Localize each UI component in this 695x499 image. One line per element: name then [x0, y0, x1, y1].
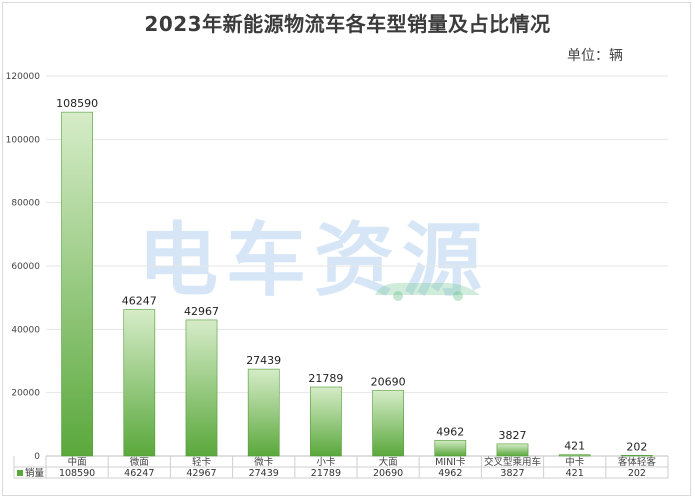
table-value-cell: 42967 — [186, 468, 216, 479]
bar — [496, 443, 529, 457]
table-value-cell: 21789 — [311, 468, 341, 479]
data-label: 27439 — [246, 354, 281, 367]
y-tick-label: 100000 — [6, 135, 41, 145]
data-label: 421 — [564, 440, 585, 453]
bar — [434, 439, 467, 457]
bars — [61, 111, 653, 457]
table-value-cell: 3827 — [500, 468, 524, 479]
data-labels: 108590 46247 42967 27439 21789 20690 4962 3827 4… — [56, 97, 647, 453]
bar — [61, 111, 93, 457]
data-label: 20690 — [371, 375, 406, 388]
category-label: 微面 — [130, 456, 149, 468]
table-value-cell: 46247 — [124, 468, 154, 479]
data-label: 108590 — [56, 97, 98, 110]
category-label: 客体轻客 — [618, 456, 657, 468]
chart-title: 2023年新能源物流车各车型销量及占比情况 — [144, 12, 551, 36]
legend-marker — [17, 470, 23, 476]
category-label: MINI卡 — [435, 456, 466, 468]
y-tick-label: 40000 — [11, 325, 40, 335]
bar — [247, 368, 280, 457]
data-label: 46247 — [122, 295, 157, 308]
category-label: 轻卡 — [192, 456, 212, 468]
bar — [621, 455, 653, 457]
bar — [558, 454, 591, 457]
bar — [310, 386, 342, 457]
category-label: 微卡 — [254, 456, 274, 468]
watermark-logo: 电车资源 — [138, 214, 490, 307]
legend-series-name: 销量 — [25, 467, 45, 479]
bar — [185, 319, 218, 457]
y-tick-label: 60000 — [11, 262, 40, 272]
category-label: 交叉型乘用车 — [484, 456, 541, 468]
data-label: 21789 — [308, 372, 343, 385]
data-label: 4962 — [436, 425, 464, 438]
unit-label: 单位：辆 — [567, 48, 623, 64]
data-label: 42967 — [184, 305, 219, 318]
table-value-cell: 20690 — [373, 468, 403, 479]
y-tick-label: 120000 — [6, 72, 41, 82]
category-label: 中面 — [68, 456, 87, 468]
watermark-car-icon — [375, 283, 480, 301]
table-value-cell: 108590 — [59, 468, 95, 479]
table-value-cell: 27439 — [249, 468, 279, 479]
category-label: 中卡 — [565, 456, 585, 468]
bar — [372, 390, 404, 457]
data-label: 202 — [626, 440, 647, 453]
table-value-cell: 421 — [566, 468, 584, 479]
table-value-cell: 4962 — [438, 468, 462, 479]
category-label: 大面 — [379, 456, 398, 468]
y-axis-ticks: 0 20000 40000 60000 80000 100000 120000 — [6, 72, 41, 462]
category-label: 小卡 — [316, 456, 336, 468]
y-tick-label: 20000 — [11, 389, 40, 399]
y-tick-label: 0 — [34, 452, 40, 462]
data-label: 3827 — [499, 429, 527, 442]
y-tick-label: 80000 — [11, 199, 40, 209]
bar — [123, 309, 156, 457]
table-value-cell: 202 — [628, 468, 646, 479]
